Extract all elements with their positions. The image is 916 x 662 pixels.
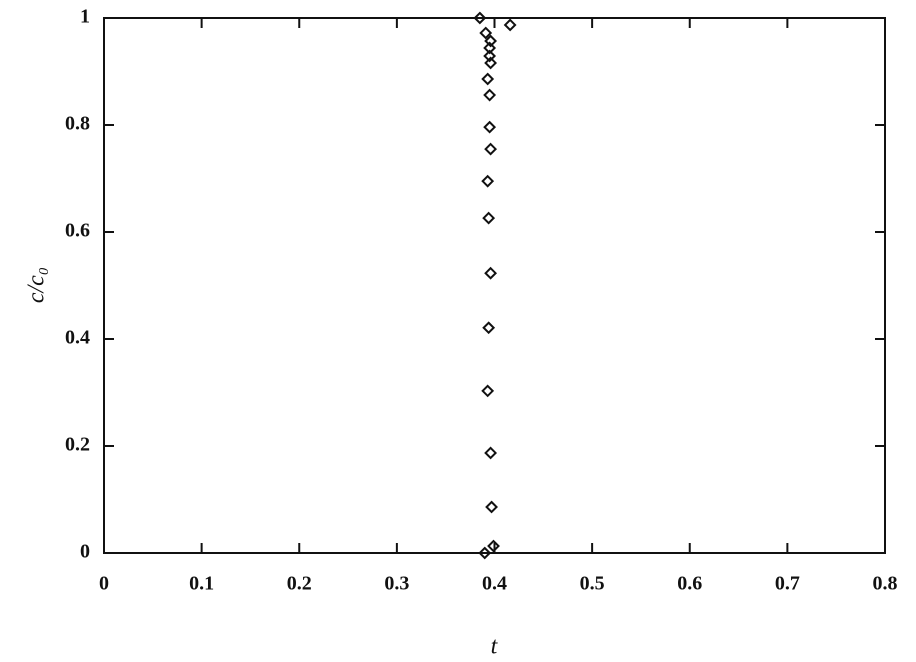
x-tick-label: 0.2 bbox=[287, 573, 312, 595]
x-tick-label: 0.7 bbox=[775, 573, 800, 595]
x-tick-label: 0.5 bbox=[580, 573, 605, 595]
data-point bbox=[473, 11, 487, 25]
y-tick-label: 0 bbox=[80, 541, 90, 563]
y-tick-label: 0.2 bbox=[65, 434, 90, 456]
y-tick-label: 0.4 bbox=[65, 327, 90, 349]
data-point bbox=[482, 211, 496, 225]
data-point bbox=[481, 174, 495, 188]
y-tick-label: 1 bbox=[80, 6, 90, 28]
data-point bbox=[484, 56, 498, 70]
x-tick-label: 0.1 bbox=[189, 573, 214, 595]
plot-frame bbox=[103, 17, 886, 554]
data-point bbox=[482, 321, 496, 335]
data-point bbox=[484, 266, 498, 280]
x-tick-label: 0.4 bbox=[482, 573, 507, 595]
x-tick-label: 0.8 bbox=[873, 573, 898, 595]
y-tick-label: 0.8 bbox=[65, 113, 90, 135]
data-point bbox=[484, 34, 498, 48]
x-tick-label: 0.3 bbox=[384, 573, 409, 595]
data-point bbox=[479, 26, 493, 40]
data-point bbox=[481, 72, 495, 86]
data-point bbox=[484, 446, 498, 460]
y-axis-title: c/c₀ bbox=[24, 267, 50, 303]
y-tick-label: 0.6 bbox=[65, 220, 90, 242]
x-axis-title: t bbox=[491, 634, 499, 660]
data-point bbox=[503, 18, 517, 32]
data-point bbox=[483, 120, 497, 134]
data-point bbox=[485, 500, 498, 514]
data-point bbox=[481, 384, 495, 398]
data-point bbox=[483, 49, 497, 63]
data-point bbox=[484, 142, 498, 156]
data-point bbox=[478, 546, 492, 560]
x-tick-label: 0.6 bbox=[677, 573, 702, 595]
data-point bbox=[487, 539, 500, 553]
data-point bbox=[483, 41, 497, 55]
data-point bbox=[483, 88, 497, 102]
x-tick-label: 0 bbox=[99, 573, 109, 595]
